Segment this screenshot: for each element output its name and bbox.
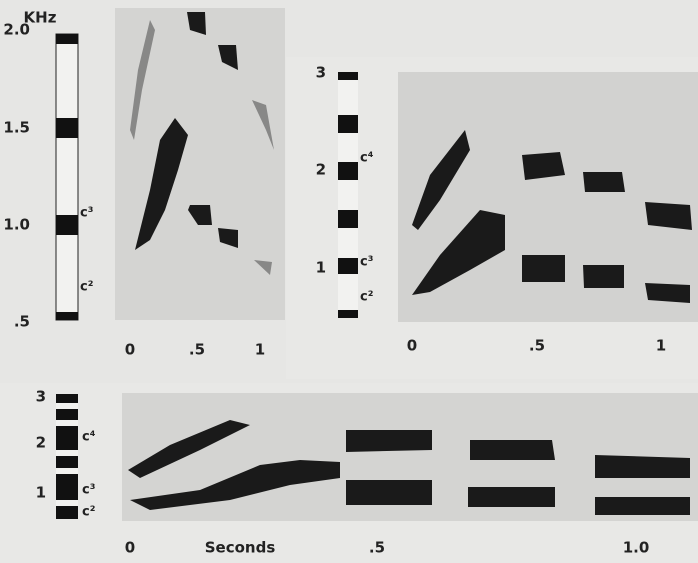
spectral-trace: [645, 202, 692, 303]
spectral-trace: [128, 420, 250, 478]
spectral-trace: [130, 20, 155, 140]
note-label: c⁴: [82, 430, 96, 445]
time-label: 0: [125, 539, 135, 557]
frequency-label: 3: [36, 388, 46, 406]
frequency-label: 1.5: [3, 119, 30, 137]
time-label: .5: [529, 337, 545, 355]
spectral-trace: [346, 430, 432, 505]
scale-band: [56, 500, 78, 506]
frequency-label: .5: [14, 313, 30, 331]
scale-band: [56, 118, 78, 138]
spectral-trace: [252, 100, 274, 150]
spectral-trace: [135, 118, 188, 250]
scale-band: [338, 258, 358, 274]
note-label: c⁴: [360, 151, 374, 166]
spectral-trace: [583, 172, 625, 288]
scale-band: [56, 312, 78, 320]
frequency-label: 2.0: [3, 21, 30, 39]
frequency-label: 2: [36, 434, 46, 452]
note-label: c³: [80, 206, 93, 221]
frequency-label: 1: [36, 484, 46, 502]
time-label: .5: [189, 341, 205, 359]
spectral-trace: [130, 460, 340, 510]
spectral-trace: [218, 228, 238, 248]
frequency-label: 1: [316, 259, 326, 277]
frequency-label: 1.0: [3, 216, 30, 234]
spectral-trace: [187, 12, 206, 35]
spectral-trace: [412, 130, 470, 230]
time-label: 1: [255, 341, 265, 359]
spectrogram-a: [115, 8, 285, 320]
spectral-trace: [254, 260, 272, 275]
spectral-trace: [188, 205, 212, 225]
scale-band: [338, 210, 358, 228]
spectral-trace: [522, 152, 565, 282]
scale-band: [338, 115, 358, 133]
scale-band: [56, 420, 78, 426]
frequency-unit: KHz: [24, 9, 57, 27]
spectral-trace: [218, 45, 238, 70]
scale-band: [56, 215, 78, 235]
spectral-trace: [595, 455, 690, 515]
scale-band: [338, 162, 358, 180]
time-label: 0: [125, 341, 135, 359]
time-label: .5: [369, 539, 385, 557]
scale-band: [56, 468, 78, 474]
spectral-trace: [468, 440, 555, 507]
time-label: 1: [656, 337, 666, 355]
frequency-label: 3: [316, 64, 326, 82]
frequency-scale-a: [55, 33, 79, 321]
time-label: 1.0: [623, 539, 650, 557]
note-label: c³: [82, 483, 95, 498]
frequency-scale-b: [338, 72, 358, 318]
scale-band: [56, 34, 78, 44]
note-label: c²: [80, 280, 93, 295]
note-label: c²: [82, 505, 95, 520]
time-label: 0: [407, 337, 417, 355]
note-label: c²: [360, 290, 373, 305]
time-axis-label: Seconds: [205, 539, 276, 557]
scale-band: [56, 450, 78, 456]
scale-band: [338, 310, 358, 318]
scale-band: [56, 403, 78, 409]
scale-band: [338, 72, 358, 80]
spectral-trace: [412, 210, 505, 295]
frequency-label: 2: [316, 161, 326, 179]
note-label: c³: [360, 255, 373, 270]
